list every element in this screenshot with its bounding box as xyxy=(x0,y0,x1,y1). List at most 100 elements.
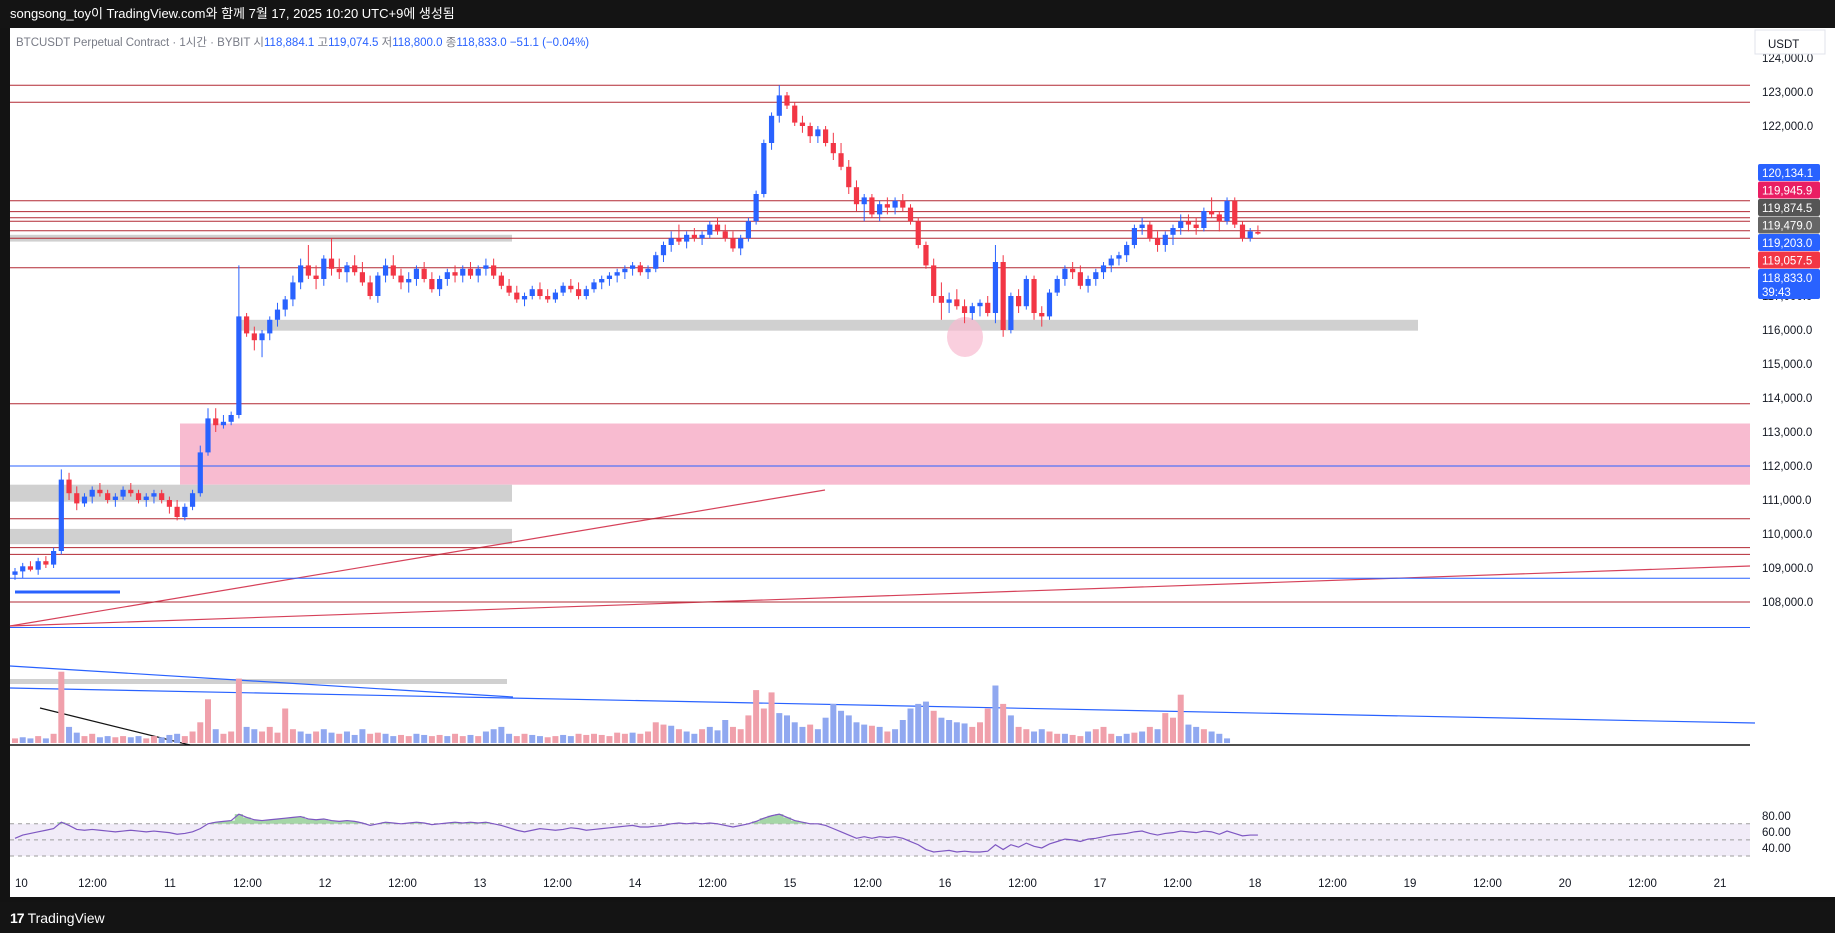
candle-body[interactable] xyxy=(12,571,18,575)
candle-body[interactable] xyxy=(807,126,813,137)
zone-box[interactable] xyxy=(10,528,512,545)
candle-body[interactable] xyxy=(730,238,736,249)
candle-body[interactable] xyxy=(653,255,659,269)
candle-body[interactable] xyxy=(622,268,628,273)
candle-body[interactable] xyxy=(174,506,180,517)
candle-body[interactable] xyxy=(784,95,790,106)
candle-body[interactable] xyxy=(977,302,983,307)
candle-body[interactable] xyxy=(151,493,157,497)
candle-body[interactable] xyxy=(1116,255,1122,259)
candle-body[interactable] xyxy=(398,275,404,283)
candle-body[interactable] xyxy=(506,285,512,293)
candle-body[interactable] xyxy=(514,292,520,300)
candle-body[interactable] xyxy=(251,333,257,341)
candle-body[interactable] xyxy=(830,143,836,154)
candle-body[interactable] xyxy=(437,279,443,290)
candle-body[interactable] xyxy=(483,265,489,269)
candle-body[interactable] xyxy=(676,238,682,242)
candle-body[interactable] xyxy=(267,319,273,334)
candle-body[interactable] xyxy=(382,265,389,276)
candle-body[interactable] xyxy=(313,275,319,279)
candle-body[interactable] xyxy=(915,221,921,245)
rsi-line[interactable] xyxy=(14,813,1258,853)
candle-body[interactable] xyxy=(336,268,342,273)
candle-body[interactable] xyxy=(205,418,211,453)
candle-body[interactable] xyxy=(74,493,80,504)
candle-body[interactable] xyxy=(290,282,296,300)
candle-body[interactable] xyxy=(931,265,937,296)
candle-body[interactable] xyxy=(938,296,944,303)
candle-body[interactable] xyxy=(359,272,365,283)
candle-body[interactable] xyxy=(1232,200,1238,225)
candle-body[interactable] xyxy=(583,289,589,296)
candle-body[interactable] xyxy=(1124,245,1130,256)
currency-box[interactable] xyxy=(1754,29,1826,55)
candle-body[interactable] xyxy=(946,299,952,303)
candle-body[interactable] xyxy=(606,275,613,279)
candle-body[interactable] xyxy=(1093,272,1099,279)
price-badge[interactable] xyxy=(1758,234,1820,251)
candle-body[interactable] xyxy=(699,234,705,239)
candle-body[interactable] xyxy=(498,275,504,286)
candle-body[interactable] xyxy=(552,292,558,300)
candle-body[interactable] xyxy=(220,421,227,426)
candle-body[interactable] xyxy=(575,289,582,296)
candle-body[interactable] xyxy=(1046,292,1053,317)
candle-body[interactable] xyxy=(51,551,57,565)
candle-body[interactable] xyxy=(97,489,103,494)
candle-body[interactable] xyxy=(159,493,165,500)
candle-body[interactable] xyxy=(637,265,643,273)
trendline-black[interactable] xyxy=(39,707,191,746)
candle-body[interactable] xyxy=(1239,224,1246,239)
candle-body[interactable] xyxy=(1000,262,1006,330)
candle-body[interactable] xyxy=(1085,279,1091,286)
candle-body[interactable] xyxy=(352,265,358,273)
price-badge[interactable] xyxy=(1758,251,1820,269)
candle-body[interactable] xyxy=(1070,268,1076,273)
candle-body[interactable] xyxy=(985,302,991,313)
candle-body[interactable] xyxy=(1077,272,1083,286)
candle-body[interactable] xyxy=(305,265,311,276)
candle-body[interactable] xyxy=(66,479,72,494)
candle-body[interactable] xyxy=(907,207,914,222)
chart-canvas[interactable]: 124,000.0123,000.0122,000.0118,000.0117,… xyxy=(0,28,1835,902)
candle-body[interactable] xyxy=(560,285,566,293)
candle-body[interactable] xyxy=(923,245,929,266)
candle-body[interactable] xyxy=(1016,296,1022,307)
candle-body[interactable] xyxy=(43,561,49,565)
candle-body[interactable] xyxy=(128,489,134,494)
trendline-falling-1[interactable] xyxy=(9,665,514,698)
trendline-falling-2[interactable] xyxy=(9,687,1756,724)
candle-body[interactable] xyxy=(969,306,975,313)
candle-body[interactable] xyxy=(444,272,450,279)
candle-body[interactable] xyxy=(112,496,118,500)
candle-body[interactable] xyxy=(1023,279,1029,307)
candle-body[interactable] xyxy=(614,272,620,276)
candle-body[interactable] xyxy=(189,493,196,507)
candle-body[interactable] xyxy=(244,316,250,334)
candle-body[interactable] xyxy=(390,265,396,276)
candle-body[interactable] xyxy=(236,316,242,415)
candle-body[interactable] xyxy=(406,279,412,283)
candle-body[interactable] xyxy=(1054,279,1060,293)
candle-body[interactable] xyxy=(1178,221,1184,228)
candle-body[interactable] xyxy=(429,279,435,290)
candle-body[interactable] xyxy=(367,282,373,296)
candle-body[interactable] xyxy=(321,258,327,279)
candle-body[interactable] xyxy=(1147,224,1153,239)
candle-body[interactable] xyxy=(761,143,767,194)
candle-body[interactable] xyxy=(684,234,690,242)
candle-body[interactable] xyxy=(738,238,744,249)
candle-body[interactable] xyxy=(20,566,26,572)
candle-body[interactable] xyxy=(961,306,968,313)
candle-body[interactable] xyxy=(89,489,95,497)
candle-body[interactable] xyxy=(1247,231,1253,239)
candle-body[interactable] xyxy=(792,105,798,123)
candle-body[interactable] xyxy=(529,289,535,296)
candle-body[interactable] xyxy=(1224,200,1230,222)
candle-body[interactable] xyxy=(1154,238,1161,245)
candle-body[interactable] xyxy=(182,506,188,517)
candle-body[interactable] xyxy=(691,234,697,239)
candle-body[interactable] xyxy=(1201,211,1207,228)
candle-body[interactable] xyxy=(954,299,960,307)
